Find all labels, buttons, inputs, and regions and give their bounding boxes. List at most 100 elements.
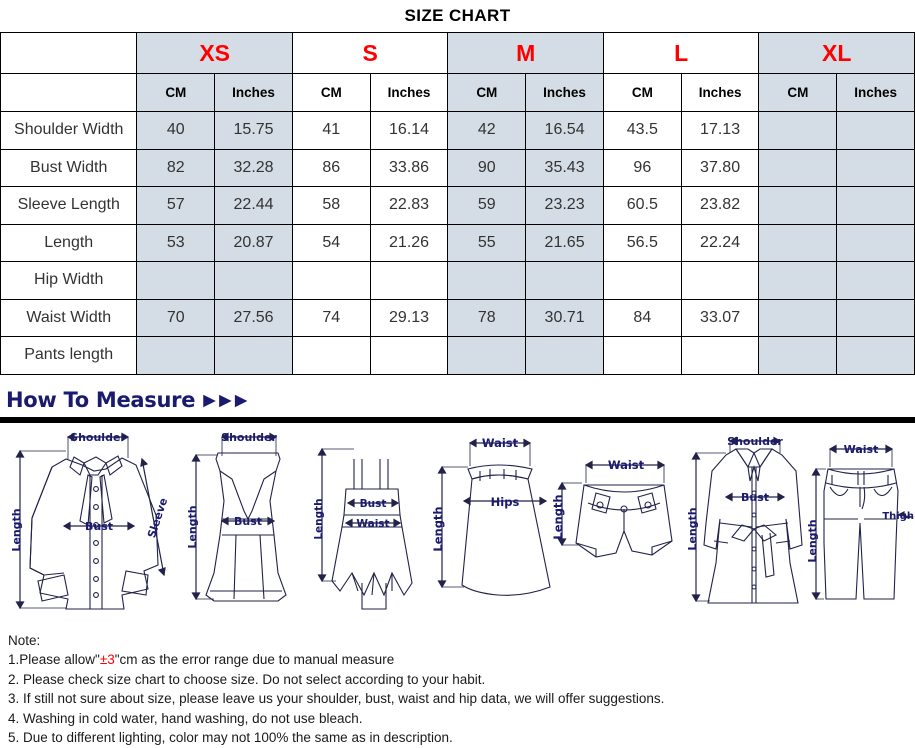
cell-s-cm: 58 bbox=[291, 186, 371, 225]
cell-m-cm bbox=[447, 336, 527, 375]
cell-l-cm: 84 bbox=[602, 298, 682, 337]
cell-s-cm bbox=[291, 261, 371, 300]
unit-header-l-cm: CM bbox=[602, 73, 682, 112]
cell-l-cm: 43.5 bbox=[602, 111, 682, 150]
table-row: Hip Width bbox=[0, 261, 915, 300]
figure-trench-coat: Shoulder Bust Length bbox=[686, 423, 818, 623]
cell-l-inches: 22.24 bbox=[680, 223, 760, 262]
note-line-2: 2. Please check size chart to choose siz… bbox=[8, 671, 486, 687]
cell-xs-inches: 22.44 bbox=[214, 186, 293, 225]
cell-m-inches: 16.54 bbox=[525, 111, 604, 150]
cell-xs-inches: 15.75 bbox=[214, 111, 293, 150]
cell-xl-cm bbox=[758, 298, 838, 337]
cell-xl-cm bbox=[758, 148, 838, 187]
table-row: Shoulder Width 40 15.75 41 16.14 42 16.54 43.5 1… bbox=[0, 111, 915, 150]
svg-text:Length: Length bbox=[551, 494, 565, 539]
note-1-part-c: "cm as the error range due to manual mea… bbox=[114, 652, 395, 667]
table-row: Pants length bbox=[0, 336, 915, 375]
page-title: SIZE CHART bbox=[404, 6, 511, 25]
cell-s-cm: 41 bbox=[291, 111, 371, 150]
svg-text:Bust: Bust bbox=[85, 520, 113, 533]
row-label-length: Length bbox=[0, 223, 138, 262]
cell-xl-cm bbox=[758, 223, 838, 262]
cell-xl-inches bbox=[836, 223, 915, 262]
svg-text:Waist: Waist bbox=[356, 518, 389, 530]
cell-xs-inches bbox=[214, 261, 293, 300]
svg-text:Length: Length bbox=[806, 519, 819, 562]
svg-text:Thigh: Thigh bbox=[882, 511, 914, 522]
cell-xl-cm bbox=[758, 336, 838, 375]
cell-s-cm: 54 bbox=[291, 223, 371, 262]
table-unit-corner-cell bbox=[0, 73, 138, 112]
cell-s-cm bbox=[291, 336, 371, 375]
cell-l-cm: 60.5 bbox=[602, 186, 682, 225]
cell-m-cm bbox=[447, 261, 527, 300]
figure-strap-dress: Bust Waist Length bbox=[308, 423, 438, 623]
cell-l-inches bbox=[680, 261, 760, 300]
table-row: Sleeve Length 57 22.44 58 22.83 59 23.23 60.5 23… bbox=[0, 186, 915, 225]
chevron-right-icon: ►►► bbox=[199, 388, 251, 412]
figure-shorts: Waist Length bbox=[548, 423, 698, 623]
cell-m-inches: 23.23 bbox=[525, 186, 604, 225]
figure-camisole: Shoulder Bust Length bbox=[182, 423, 312, 623]
svg-text:Length: Length bbox=[313, 498, 325, 539]
cell-xl-inches bbox=[836, 336, 915, 375]
table-size-header-row: XS S M L XL bbox=[0, 32, 915, 74]
cell-m-inches: 35.43 bbox=[525, 148, 604, 187]
svg-text:Shoulder: Shoulder bbox=[70, 431, 126, 444]
unit-header-xs-inches: Inches bbox=[214, 73, 293, 112]
cell-m-inches: 30.71 bbox=[525, 298, 604, 337]
cell-l-inches: 37.80 bbox=[680, 148, 760, 187]
svg-text:Bust: Bust bbox=[360, 498, 387, 510]
row-label-bust-width: Bust Width bbox=[0, 148, 138, 187]
cell-xs-cm: 53 bbox=[136, 223, 216, 262]
cell-l-inches bbox=[680, 336, 760, 375]
cell-xs-cm: 40 bbox=[136, 111, 216, 150]
cell-s-inches bbox=[369, 336, 449, 375]
svg-text:Length: Length bbox=[10, 508, 23, 551]
cell-xl-cm bbox=[758, 261, 838, 300]
note-1-part-a: 1.Please allow" bbox=[8, 652, 100, 667]
row-label-shoulder-width: Shoulder Width bbox=[0, 111, 138, 150]
cell-m-cm: 55 bbox=[447, 223, 527, 262]
svg-text:Length: Length bbox=[431, 506, 445, 551]
note-line-1: 1.Please allow"±3"cm as the error range … bbox=[8, 650, 915, 670]
size-header-xs: XS bbox=[136, 32, 293, 74]
cell-xs-cm: 57 bbox=[136, 186, 216, 225]
note-1-tolerance: ±3 bbox=[99, 652, 115, 667]
row-label-hip-width: Hip Width bbox=[0, 261, 138, 300]
cell-xs-cm: 82 bbox=[136, 148, 216, 187]
cell-s-inches bbox=[369, 261, 449, 300]
unit-header-xl-cm: CM bbox=[758, 73, 838, 112]
unit-header-s-cm: CM bbox=[291, 73, 371, 112]
cell-m-inches bbox=[525, 261, 604, 300]
table-corner-cell bbox=[0, 32, 138, 74]
table-row: Bust Width 82 32.28 86 33.86 90 35.43 96 37.80 bbox=[0, 148, 915, 187]
how-to-measure-label: How To Measure bbox=[6, 387, 196, 412]
cell-l-cm bbox=[602, 336, 682, 375]
cell-xl-inches bbox=[836, 186, 915, 225]
cell-xs-inches bbox=[214, 336, 293, 375]
unit-header-m-inches: Inches bbox=[525, 73, 604, 112]
svg-text:Length: Length bbox=[186, 505, 199, 548]
cell-l-inches: 17.13 bbox=[680, 111, 760, 150]
note-line-5: 5. Due to different lighting, color may … bbox=[8, 730, 453, 745]
cell-xl-cm bbox=[758, 111, 838, 150]
figure-pants: Waist Length Thigh bbox=[802, 423, 915, 623]
svg-text:Shoulder: Shoulder bbox=[727, 435, 783, 448]
note-line-4: 4. Washing in cold water, hand washing, … bbox=[8, 710, 363, 726]
svg-text:Sleeve: Sleeve bbox=[145, 496, 170, 539]
cell-s-inches: 29.13 bbox=[369, 298, 449, 337]
cell-xs-cm bbox=[136, 336, 216, 375]
cell-l-cm: 96 bbox=[602, 148, 682, 187]
size-chart-table: XS S M L XL CM Inches CM Inches CM Inches CM Inches C… bbox=[0, 32, 915, 375]
unit-header-xl-inches: Inches bbox=[836, 73, 915, 112]
table-row: Length 53 20.87 54 21.26 55 21.65 56.5 22.24 bbox=[0, 223, 915, 262]
cell-xl-cm bbox=[758, 186, 838, 225]
cell-xl-inches bbox=[836, 148, 915, 187]
table-row: Waist Width 70 27.56 74 29.13 78 30.71 84 33.07 bbox=[0, 298, 915, 337]
size-header-l: L bbox=[602, 32, 760, 74]
cell-xs-inches: 27.56 bbox=[214, 298, 293, 337]
table-unit-header-row: CM Inches CM Inches CM Inches CM Inches CM Inches bbox=[0, 73, 915, 112]
cell-m-cm: 78 bbox=[447, 298, 527, 337]
